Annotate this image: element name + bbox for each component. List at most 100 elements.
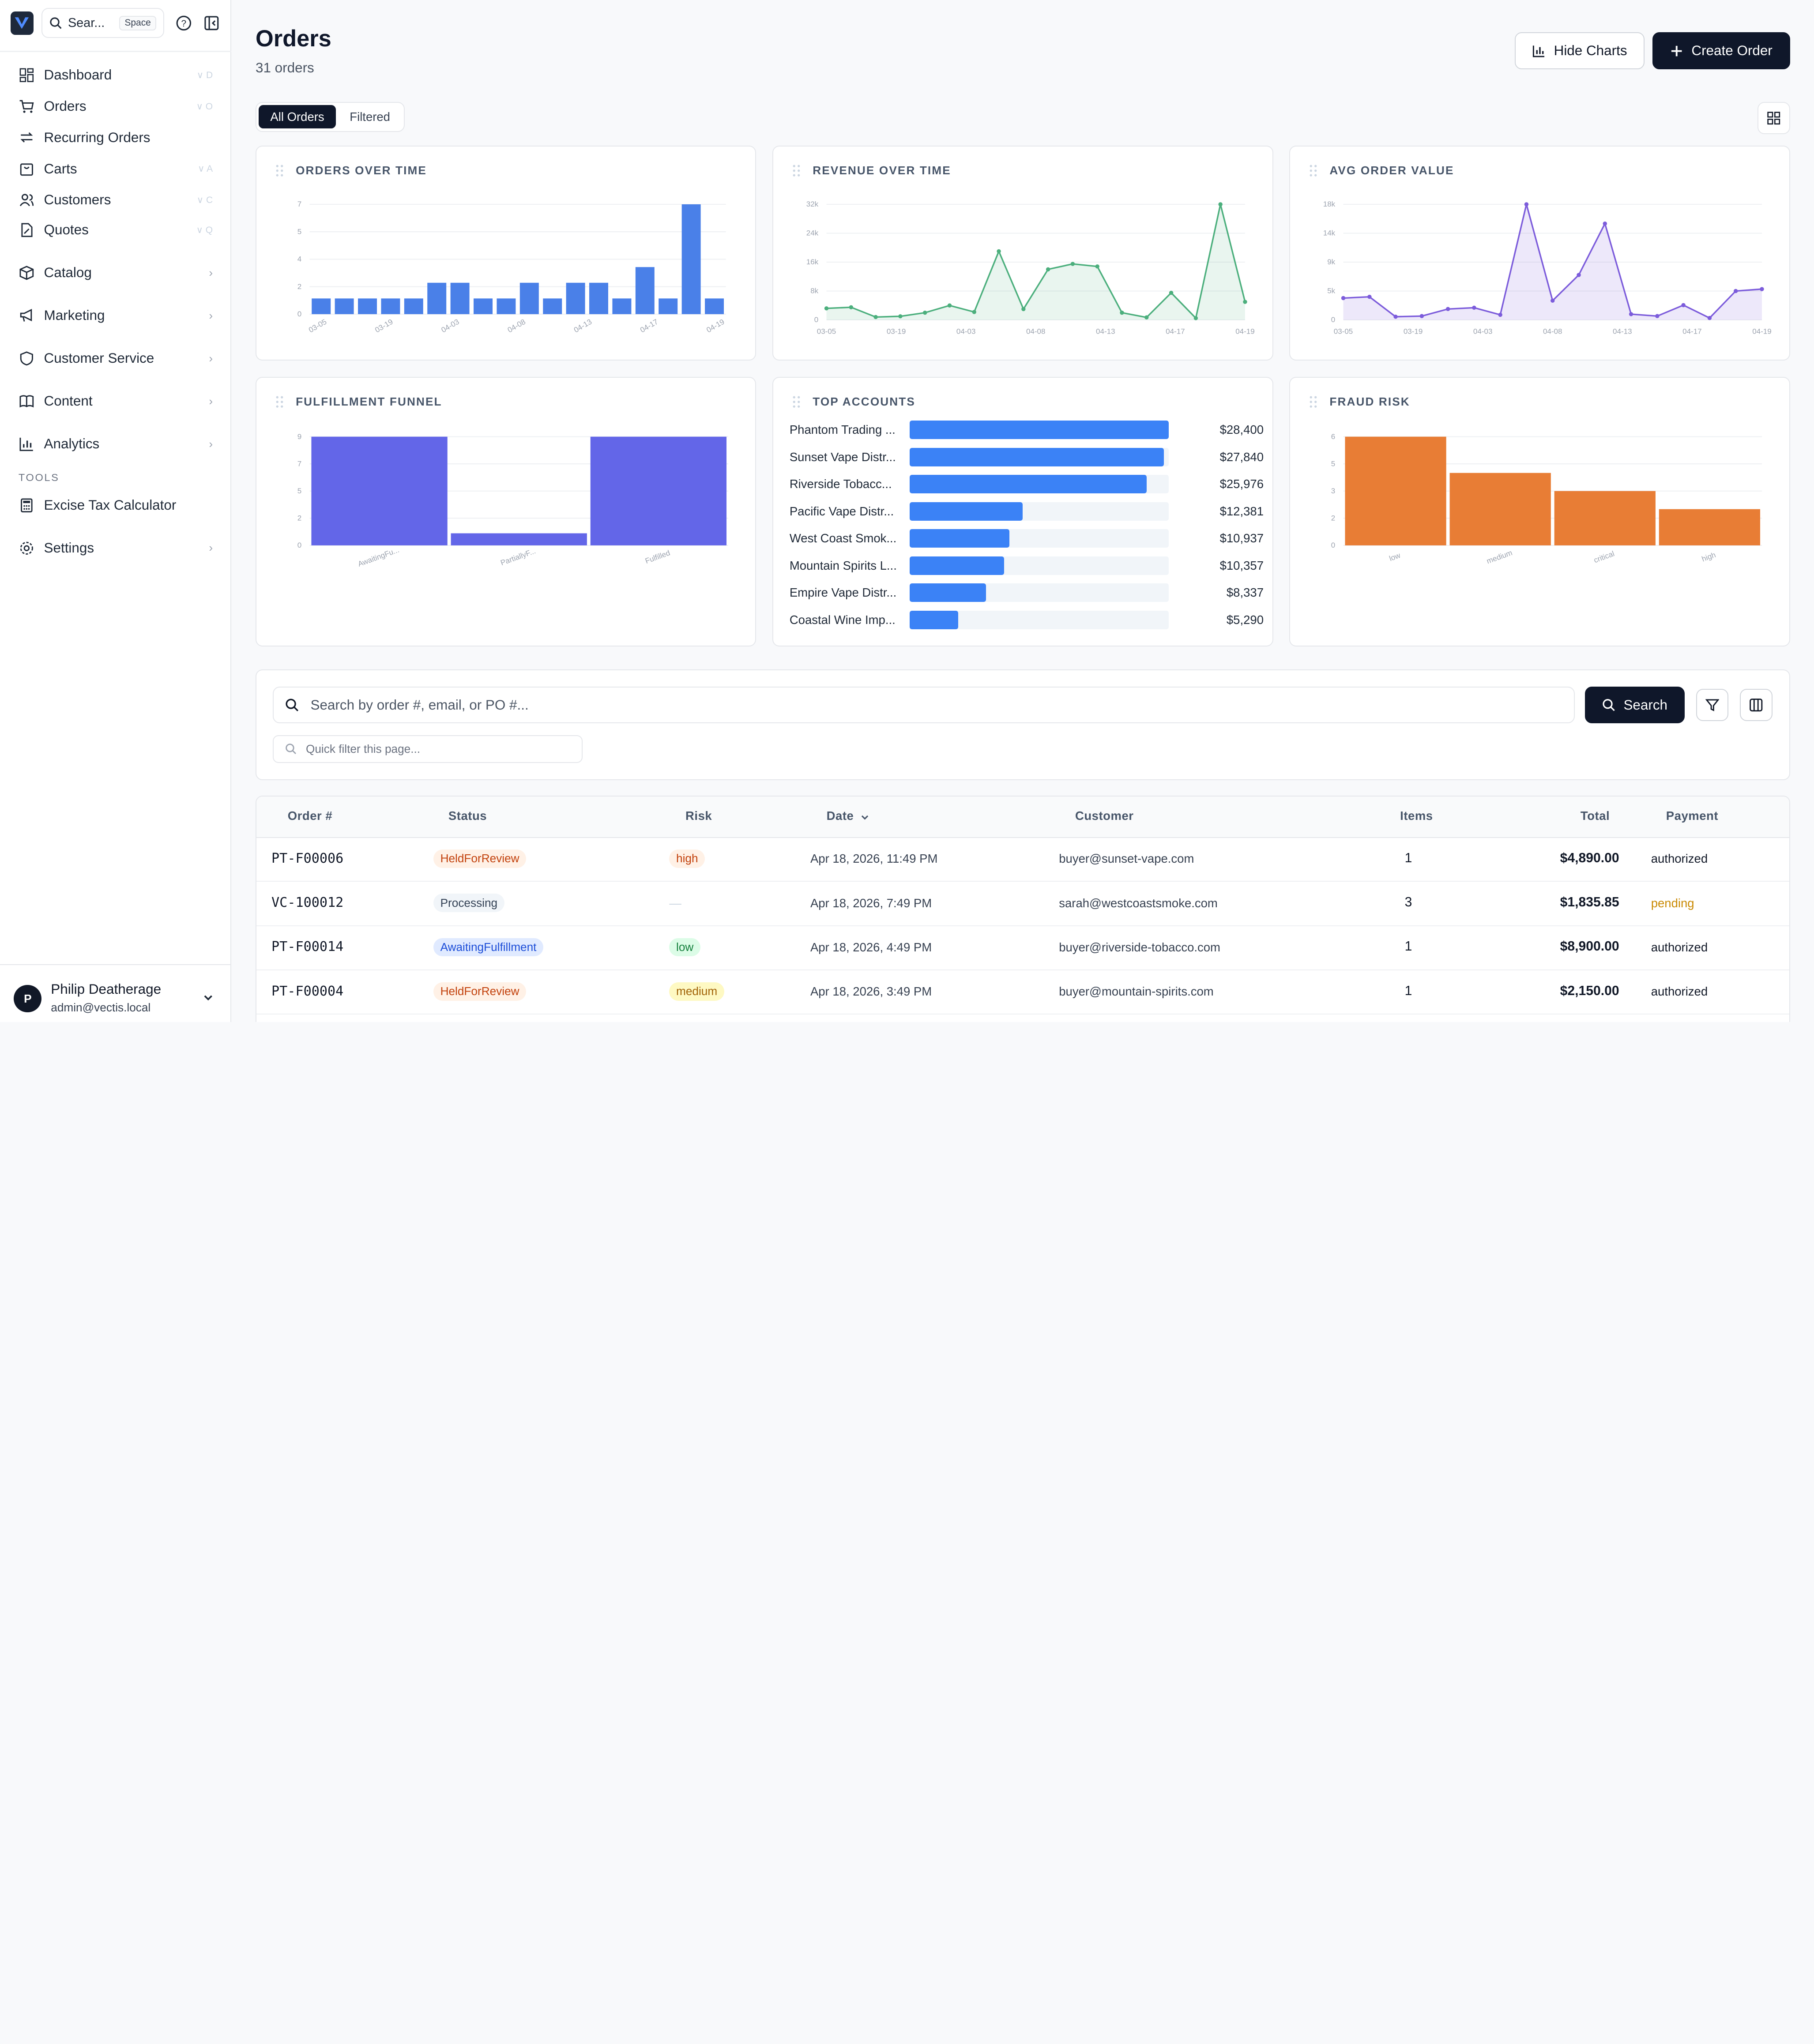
drag-handle-icon[interactable] xyxy=(1309,164,1318,177)
column-header-total[interactable]: Total xyxy=(1580,809,1610,823)
search-button[interactable]: Search xyxy=(1585,686,1685,724)
orders-table: Order # Status Risk Date Customer Items … xyxy=(256,795,1790,1022)
sidebar-item-orders[interactable]: Orders ∨ O xyxy=(9,93,222,120)
help-icon[interactable]: ? xyxy=(176,15,192,31)
bar xyxy=(451,533,587,546)
data-point xyxy=(1193,316,1198,320)
sidebar-item-carts[interactable]: Carts ∨ A xyxy=(9,155,222,183)
x-tick-label: 04-13 xyxy=(572,318,593,334)
card-title: ORDERS OVER TIME xyxy=(296,164,427,177)
bar xyxy=(1659,509,1761,546)
card-title: TOP ACCOUNTS xyxy=(813,395,915,409)
tab-filtered[interactable]: Filtered xyxy=(350,109,390,124)
sidebar-item-content[interactable]: Content › xyxy=(9,387,222,415)
app-logo[interactable] xyxy=(10,11,34,35)
layout-toggle-button[interactable] xyxy=(1758,101,1790,134)
drag-handle-icon[interactable] xyxy=(275,164,284,177)
bar xyxy=(335,298,354,315)
column-header-date[interactable]: Date xyxy=(826,809,854,823)
sidebar-item-label: Recurring Orders xyxy=(44,129,151,145)
drag-handle-icon[interactable] xyxy=(275,395,284,409)
create-order-button[interactable]: Create Order xyxy=(1652,32,1790,70)
collapse-sidebar-icon[interactable] xyxy=(203,15,220,31)
avg-order-value-card: AVG ORDER VALUE 0 5k 9k 14k 18k 03-05 03-19 04-… xyxy=(1289,146,1790,361)
sidebar-item-marketing[interactable]: Marketing › xyxy=(9,302,222,330)
column-header-status[interactable]: Status xyxy=(448,809,487,823)
sidebar-item-excise-tax-calculator[interactable]: Excise Tax Calculator xyxy=(9,492,222,519)
status-badge: HeldForReview xyxy=(433,982,527,1001)
chevron-right-icon: › xyxy=(209,437,213,451)
filter-button[interactable] xyxy=(1696,688,1729,721)
columns-icon xyxy=(1750,699,1763,712)
column-header-items[interactable]: Items xyxy=(1400,809,1433,823)
fulfillment-funnel-chart: 0 2 5 7 9 AwaitingFu... PartiallyF... Fulfilled xyxy=(297,432,728,568)
customer-email: buyer@riverside-tobacco.com xyxy=(1059,940,1220,954)
user-menu[interactable]: P Philip Deatherage admin@vectis.local xyxy=(0,964,231,1022)
table-row[interactable]: PT-F00006 HeldForReview high Apr 18, 2026, … xyxy=(256,838,1789,882)
x-tick-label: 04-08 xyxy=(506,318,527,334)
columns-button[interactable] xyxy=(1740,688,1773,721)
sidebar-item-recurring-orders[interactable]: Recurring Orders xyxy=(9,124,222,151)
sidebar-item-dashboard[interactable]: Dashboard ∨ D xyxy=(9,61,222,89)
x-tick-label: 03-19 xyxy=(887,327,906,336)
account-value: $28,400 xyxy=(1219,423,1264,436)
y-tick-label: 2 xyxy=(297,514,301,522)
hide-charts-button[interactable]: Hide Charts xyxy=(1515,32,1645,70)
table-row[interactable]: VC-100012 Processing — Apr 18, 2026, 7:49 P… xyxy=(256,882,1789,926)
x-tick-label: AwaitingFu... xyxy=(357,546,400,568)
bag-icon xyxy=(20,163,33,176)
x-tick-label: 03-19 xyxy=(1404,327,1423,336)
data-point xyxy=(923,311,927,315)
item-count: 1 xyxy=(1404,850,1412,865)
global-search[interactable]: Sear... Space xyxy=(41,8,165,38)
y-tick-label: 14k xyxy=(1323,229,1336,237)
x-tick-label: critical xyxy=(1593,549,1616,564)
chevron-down-icon xyxy=(204,995,212,1000)
chevron-right-icon: › xyxy=(209,394,213,408)
bar xyxy=(474,298,493,315)
sidebar-item-catalog[interactable]: Catalog › xyxy=(9,259,222,287)
bar xyxy=(543,298,562,315)
table-row[interactable]: PT-F00004 HeldForReview medium Apr 18, 2026… xyxy=(256,971,1789,1015)
avg-order-value-chart: 0 5k 9k 14k 18k 03-05 03-19 04-03 04-08 04-13 04-1… xyxy=(1323,200,1772,336)
column-header-risk[interactable]: Risk xyxy=(685,809,712,823)
sidebar-item-label: Customers xyxy=(44,192,111,208)
filter-icon xyxy=(1705,699,1720,711)
data-point xyxy=(873,315,878,319)
tab-all-orders[interactable]: All Orders xyxy=(259,105,336,129)
sidebar-item-customer-service[interactable]: Customer Service › xyxy=(9,345,222,372)
account-name: Sunset Vape Distr... xyxy=(789,450,896,464)
sort-desc-icon[interactable] xyxy=(860,812,869,822)
bar xyxy=(1345,436,1446,546)
order-search-placeholder: Search by order #, email, or PO #... xyxy=(310,697,529,713)
order-view-tabs: All Orders Filtered xyxy=(256,101,405,132)
sidebar-item-analytics[interactable]: Analytics › xyxy=(9,430,222,458)
account-bar xyxy=(910,421,1169,439)
book-icon xyxy=(19,395,34,408)
account-bar xyxy=(910,447,1164,466)
bar xyxy=(381,298,400,315)
column-header-payment[interactable]: Payment xyxy=(1666,809,1719,823)
sidebar-item-customers[interactable]: Customers ∨ C xyxy=(9,186,222,214)
column-header-order[interactable]: Order # xyxy=(287,809,333,823)
column-header-customer[interactable]: Customer xyxy=(1075,809,1134,823)
card-title: FRAUD RISK xyxy=(1329,395,1410,409)
order-search-input[interactable]: Search by order #, email, or PO #... xyxy=(272,686,1575,724)
sidebar-item-settings[interactable]: Settings › xyxy=(9,534,222,562)
drag-handle-icon[interactable] xyxy=(792,395,801,409)
x-tick-label: 04-13 xyxy=(1613,327,1632,336)
account-bar-track xyxy=(910,447,1169,466)
orders-over-time-chart: 0 2 4 5 7 03-05 03-19 04-03 04-08 04-13 04-17 04-19 xyxy=(297,200,726,334)
area-fill xyxy=(1343,204,1762,320)
drag-handle-icon[interactable] xyxy=(792,164,801,177)
quick-filter-input[interactable]: Quick filter this page... xyxy=(272,735,583,763)
bar xyxy=(519,282,539,315)
order-date: Apr 18, 2026, 4:49 PM xyxy=(810,940,932,954)
drag-handle-icon[interactable] xyxy=(1309,395,1318,409)
y-tick-label: 4 xyxy=(297,255,301,263)
sidebar-item-quotes[interactable]: Quotes ∨ Q xyxy=(9,216,222,244)
chevron-right-icon: › xyxy=(209,308,213,322)
search-button-label: Search xyxy=(1623,697,1668,713)
x-tick-label: 03-05 xyxy=(307,318,328,334)
table-row[interactable]: PT-F00014 AwaitingFulfillment low Apr 18, 2… xyxy=(256,927,1789,971)
